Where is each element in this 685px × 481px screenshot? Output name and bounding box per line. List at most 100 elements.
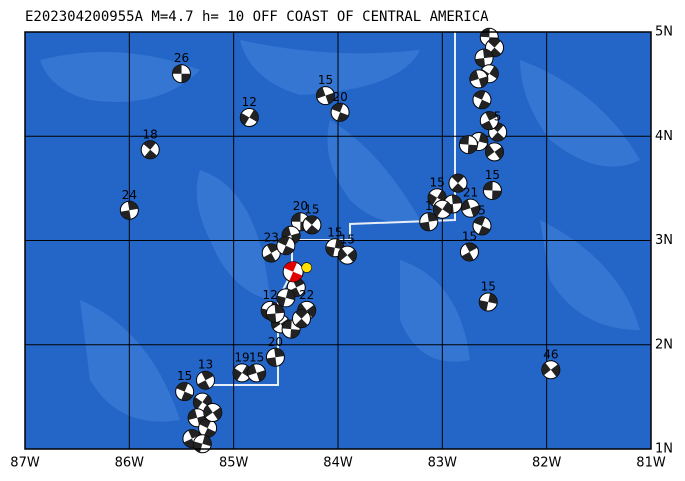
x-tick-label: 81W: [636, 456, 666, 471]
ball-quadrants: [469, 70, 488, 88]
map-title: E202304200955A M=4.7 h= 10 OFF COAST OF …: [25, 9, 489, 25]
depth-label: 46: [543, 347, 558, 361]
ball-quadrants: [473, 90, 491, 109]
depth-label: 19: [234, 350, 249, 364]
focal-mechanism: [315, 86, 335, 106]
ball-quadrants: [428, 190, 447, 206]
ball-quadrants: [183, 429, 201, 448]
focal-mechanism: [330, 102, 350, 122]
ball-quadrants: [541, 362, 560, 377]
focal-mechanism: [478, 292, 498, 312]
depth-label: 15: [327, 225, 342, 239]
x-tick-label: 86W: [115, 456, 145, 471]
depth-label: 15: [304, 202, 319, 216]
ball-quadrants: [331, 103, 349, 122]
focal-mechanism: [140, 140, 160, 160]
y-tick-label: 1N: [655, 442, 673, 457]
x-tick-label: 85W: [219, 456, 249, 471]
ball-quadrants: [433, 201, 452, 217]
focal-mechanism: [119, 200, 139, 220]
focal-mechanism: [482, 180, 502, 200]
ball-quadrants: [233, 365, 252, 381]
focal-mechanism: [282, 261, 304, 283]
focal-mechanism: [192, 434, 212, 454]
ball-quadrants: [276, 289, 295, 307]
focal-mechanism: [479, 111, 499, 131]
ball-quadrants: [193, 435, 212, 453]
depth-label: 12: [242, 95, 257, 109]
ball-quadrants: [461, 242, 478, 261]
ball-quadrants: [295, 309, 308, 328]
ball-quadrants: [277, 236, 295, 255]
ball-quadrants: [305, 215, 319, 234]
depth-label: 20: [332, 90, 347, 104]
depth-label: 15: [249, 350, 264, 364]
depth-label: 12: [263, 288, 278, 302]
depth-label: 23: [264, 231, 279, 245]
y-tick-label: 4N: [655, 129, 673, 144]
ball-quadrants: [120, 201, 139, 220]
ball-quadrants: [203, 405, 222, 420]
depth-label: 15: [340, 233, 355, 247]
depth-label: 15: [462, 229, 477, 243]
ball-quadrants: [199, 419, 216, 438]
focal-mechanisms: [119, 27, 561, 454]
ball-quadrants: [172, 64, 191, 83]
ball-quadrants: [247, 364, 266, 382]
focal-mechanism: [203, 403, 223, 423]
ball-quadrants: [266, 348, 285, 367]
focal-mechanism: [276, 288, 296, 308]
ball-quadrants: [325, 238, 344, 257]
depth-label: 26: [174, 51, 189, 65]
ball-quadrants: [485, 144, 504, 160]
x-tick-label: 83W: [428, 456, 458, 471]
depth-label: 15: [177, 369, 192, 383]
focal-mechanism: [472, 216, 492, 236]
depth-label: 15: [485, 168, 500, 182]
focal-mechanism: [485, 142, 504, 162]
ball-quadrants: [282, 226, 301, 244]
focal-mechanism: [458, 135, 478, 155]
ball-quadrants: [483, 181, 502, 200]
depth-label: 21: [463, 186, 478, 200]
ball-quadrants: [338, 248, 357, 263]
ball-quadrants: [419, 212, 438, 231]
depth-label: 15: [481, 280, 496, 294]
ball-quadrants: [240, 109, 259, 126]
depth-label: 22: [299, 288, 314, 302]
ball-quadrants: [263, 244, 280, 263]
y-tick-label: 5N: [655, 25, 673, 40]
depth-label: 15: [429, 175, 444, 189]
focal-mechanism: [247, 363, 267, 383]
focal-mechanism: [265, 347, 285, 367]
focal-mechanism: [239, 107, 259, 127]
depth-label: 24: [122, 188, 137, 202]
depth-label: 13: [198, 358, 213, 372]
focal-mechanism: [172, 64, 191, 84]
focal-mechanism: [302, 215, 322, 235]
focal-mechanism: [261, 243, 281, 263]
focal-mechanism: [337, 245, 357, 265]
focal-mechanism: [461, 198, 481, 218]
bathymetry: [40, 40, 640, 422]
y-tick-label: 3N: [655, 233, 673, 248]
depth-label: 20: [293, 199, 308, 213]
ball-quadrants: [282, 320, 301, 339]
focal-mechanism: [472, 90, 492, 110]
ball-quadrants: [479, 293, 498, 311]
ball-quadrants: [176, 382, 193, 401]
x-tick-label: 84W: [323, 456, 353, 471]
focal-mechanism: [448, 173, 468, 193]
depth-label: 5: [478, 203, 486, 217]
y-tick-label: 2N: [655, 337, 673, 352]
ball-quadrants: [197, 371, 214, 390]
ball-quadrants: [459, 135, 478, 154]
ball-quadrants: [266, 304, 285, 323]
map-frame: [24, 31, 652, 450]
ball-quadrants: [193, 394, 212, 410]
depth-label: 1: [425, 199, 433, 213]
epicenter: [301, 262, 313, 273]
ball-quadrants: [451, 174, 465, 193]
